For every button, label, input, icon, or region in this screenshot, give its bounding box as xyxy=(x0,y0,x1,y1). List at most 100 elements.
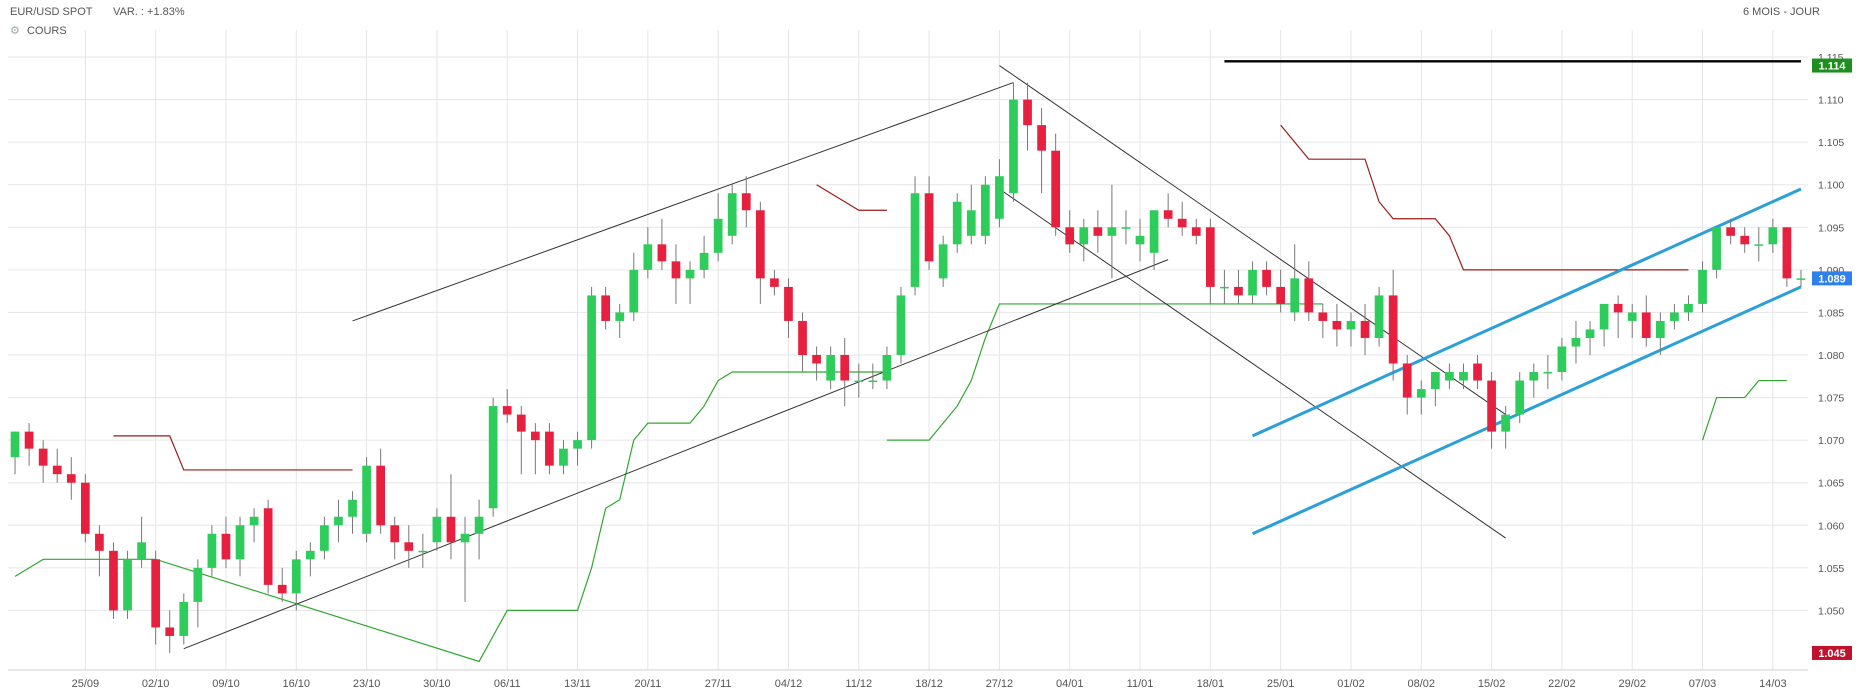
candle-up xyxy=(320,516,329,560)
candle-body xyxy=(868,380,878,383)
x-tick-label: 11/01 xyxy=(1127,678,1154,690)
candle-up xyxy=(587,286,596,449)
candle-body xyxy=(474,516,484,534)
candle-body xyxy=(1501,414,1511,432)
badge-box xyxy=(1812,58,1852,73)
series-toggle[interactable]: ⚙ COURS xyxy=(10,24,67,37)
candle-body xyxy=(1220,286,1229,289)
candle-body xyxy=(1149,210,1159,253)
x-tick-label: 07/03 xyxy=(1689,678,1717,690)
candle-body xyxy=(1627,312,1637,321)
period-selector[interactable]: 6 MOIS - JOUR xyxy=(1742,6,1820,18)
bearish-indicator-line xyxy=(1280,124,1689,271)
candle-down xyxy=(66,457,76,500)
candle-body xyxy=(1009,99,1018,194)
candle-body xyxy=(826,355,836,381)
candle-up xyxy=(1698,261,1707,313)
candle-down xyxy=(446,474,456,560)
candle-body xyxy=(1234,286,1243,296)
price-badge: 1.114 xyxy=(1812,58,1852,73)
candle-up xyxy=(1627,303,1637,338)
candle-body xyxy=(727,193,737,236)
candle-body xyxy=(376,465,386,526)
candle-body xyxy=(10,431,20,458)
badge-box xyxy=(1812,271,1852,286)
candle-down xyxy=(1276,269,1286,313)
candle-up xyxy=(938,235,948,287)
x-tick-label: 18/12 xyxy=(915,678,943,690)
y-tick-label: 1.095 xyxy=(1818,222,1844,234)
candle-down xyxy=(376,448,386,534)
y-tick-label: 1.060 xyxy=(1818,520,1844,532)
candle-up xyxy=(193,559,203,628)
candle-body xyxy=(643,244,653,270)
badge-label: 1.089 xyxy=(1818,273,1846,285)
gear-icon[interactable]: ⚙ xyxy=(10,25,20,37)
x-axis: 25/09 02/10 09/10 16/10 23/10 30/10 06/11 13/11… xyxy=(72,678,1787,690)
candle-body xyxy=(235,525,245,560)
y-tick-label: 1.085 xyxy=(1818,307,1844,319)
candle-up xyxy=(1374,286,1384,347)
candle-down xyxy=(545,423,554,475)
candle-up xyxy=(235,516,245,577)
candle-body xyxy=(741,193,751,211)
candle-down xyxy=(798,312,807,373)
candle-up xyxy=(1135,218,1145,262)
candle-up xyxy=(1571,320,1581,364)
candle-body xyxy=(938,244,948,279)
candle-down xyxy=(1487,372,1496,449)
price-badges: 1.114 1.089 1.045 xyxy=(1812,58,1852,660)
candle-up xyxy=(826,346,836,390)
candle-up xyxy=(896,286,906,364)
candle-body xyxy=(1276,286,1286,304)
candle-body xyxy=(980,184,990,236)
badge-box xyxy=(1812,645,1852,660)
candle-down xyxy=(516,406,526,475)
candle-body xyxy=(1655,320,1665,338)
x-tick-label: 27/11 xyxy=(705,678,732,690)
x-tick-label: 23/10 xyxy=(353,678,381,690)
candle-body xyxy=(1712,227,1721,270)
candle-body xyxy=(1515,380,1525,415)
x-tick-label: 15/02 xyxy=(1478,678,1506,690)
candle-body xyxy=(446,516,456,543)
y-axis: 1.050 1.055 1.060 1.065 1.070 1.075 1.080 1.085… xyxy=(1818,52,1844,617)
candle-body xyxy=(995,176,1004,219)
candle-up xyxy=(882,346,892,390)
candle-down xyxy=(1191,218,1201,245)
candle-body xyxy=(1318,312,1328,321)
candle-body xyxy=(545,431,554,466)
candle-down xyxy=(221,516,231,568)
candle-body xyxy=(1782,227,1792,279)
candle-down xyxy=(263,499,273,594)
x-tick-label: 18/01 xyxy=(1197,678,1225,690)
candle-up xyxy=(432,508,442,551)
candle-up xyxy=(179,593,189,645)
candle-body xyxy=(1670,312,1679,321)
x-tick-label: 20/11 xyxy=(634,678,661,690)
candle-down xyxy=(812,346,821,381)
y-tick-label: 1.075 xyxy=(1818,393,1844,405)
candle-up xyxy=(1121,210,1131,245)
x-tick-label: 08/02 xyxy=(1408,678,1436,690)
candle-body xyxy=(38,448,48,466)
candle-up xyxy=(952,193,962,253)
candle-body xyxy=(502,406,512,415)
candle-up xyxy=(1655,312,1665,355)
candle-up xyxy=(1430,372,1440,407)
candle-up xyxy=(334,499,343,543)
candle-body xyxy=(249,516,259,526)
candle-body xyxy=(123,559,132,611)
bearish-indicator-line xyxy=(113,435,353,471)
candle-up xyxy=(1220,269,1229,304)
candle-down xyxy=(1726,218,1736,245)
candle-up xyxy=(559,440,568,475)
candle-body xyxy=(573,440,582,449)
x-tick-label: 16/10 xyxy=(283,678,311,690)
candle-down xyxy=(1782,227,1792,287)
candle-up xyxy=(1009,82,1018,202)
candle-body xyxy=(1613,303,1623,313)
candle-body xyxy=(1093,227,1103,236)
candle-body xyxy=(671,261,681,279)
